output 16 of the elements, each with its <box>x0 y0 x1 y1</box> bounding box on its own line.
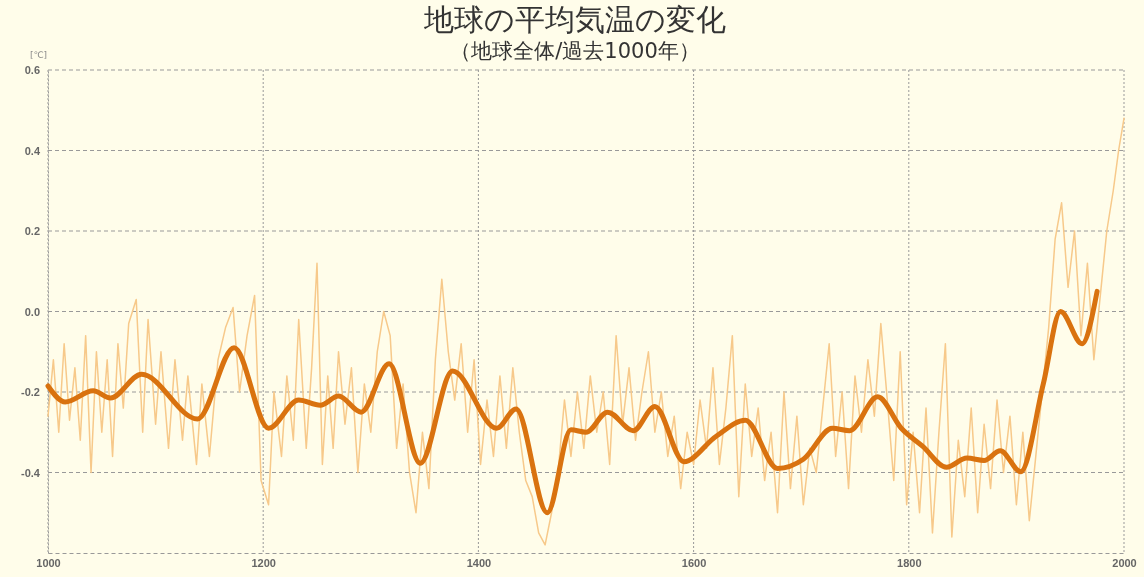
line-series <box>47 117 1125 546</box>
x-tick-label: 1000 <box>36 556 61 569</box>
y-tick-label: 0.4 <box>24 144 41 157</box>
y-tick-label: 0.6 <box>24 64 40 77</box>
x-tick-label: 1400 <box>466 556 492 569</box>
y-tick-label: 0.0 <box>24 305 40 318</box>
y-axis-title: [℃] <box>30 50 48 60</box>
y-tick-label: -0.4 <box>21 466 41 479</box>
y-tick-label: -0.2 <box>21 386 40 399</box>
chart-subtitle: （地球全体/過去1000年） <box>450 39 700 63</box>
y-tick-label: 0.2 <box>24 225 40 238</box>
x-tick-label: 1200 <box>251 556 276 569</box>
x-tick-label: 1600 <box>681 556 707 569</box>
x-tick-label: 1800 <box>897 556 922 569</box>
x-tick-label: 2000 <box>1112 556 1137 569</box>
chart-title: 地球の平均気温の変化 <box>423 2 726 37</box>
